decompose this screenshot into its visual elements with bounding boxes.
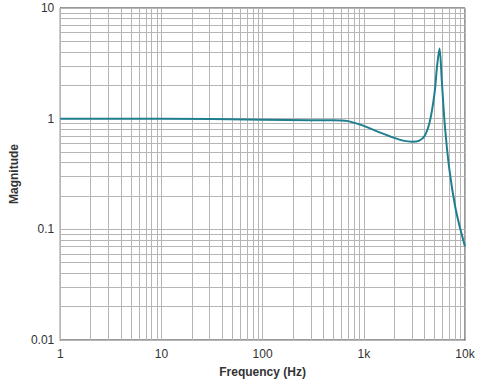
svg-text:1: 1: [48, 112, 55, 126]
svg-text:0.01: 0.01: [31, 333, 55, 347]
svg-text:0.1: 0.1: [38, 222, 55, 236]
svg-text:100: 100: [253, 347, 273, 361]
svg-text:Magnitude: Magnitude: [7, 144, 21, 204]
svg-text:10: 10: [41, 1, 55, 15]
svg-text:Frequency (Hz): Frequency (Hz): [219, 365, 306, 379]
svg-text:10: 10: [155, 347, 169, 361]
svg-text:1k: 1k: [357, 347, 371, 361]
svg-text:10k: 10k: [455, 347, 475, 361]
svg-text:1: 1: [57, 347, 64, 361]
